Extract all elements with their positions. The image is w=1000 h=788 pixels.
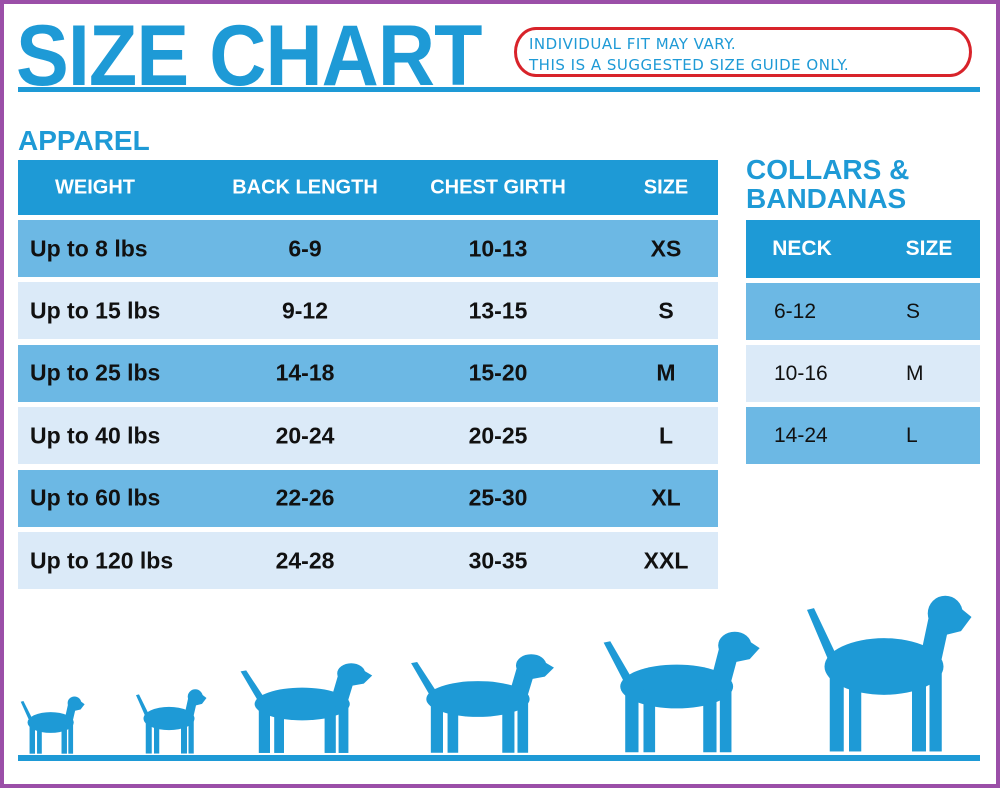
fit-notice: INDIVIDUAL FIT MAY VARY. THIS IS A SUGGE… [514, 27, 972, 77]
table-header: WEIGHT BACK LENGTH CHEST GIRTH SIZE [18, 160, 718, 215]
table-cell: BACK LENGTH [232, 176, 378, 198]
table-cell: 20-25 [468, 422, 528, 449]
table-cell: Up to 60 lbs [30, 484, 161, 511]
table-row: Up to 25 lbs 14-18 15-20 M [18, 344, 718, 402]
table-cell: L [906, 423, 918, 447]
table-cell: SIZE [905, 237, 953, 260]
table-cell: Up to 8 lbs [30, 235, 148, 261]
table-cell: 10-16 [774, 361, 828, 385]
table-cell: 22-26 [275, 484, 335, 511]
title-underline [18, 87, 980, 92]
table-cell: 9-12 [281, 297, 329, 324]
table-row: Up to 15 lbs 9-12 13-15 S [18, 282, 718, 340]
notice-line: THIS IS A SUGGESTED SIZE GUIDE ONLY. [529, 56, 850, 74]
table-cell: 14-24 [774, 423, 828, 447]
table-cell: XL [651, 484, 681, 511]
table-header: NECK SIZE [746, 220, 980, 278]
table-cell: 20-24 [275, 422, 335, 449]
table-row: Up to 60 lbs 22-26 25-30 XL [18, 469, 718, 527]
collars-heading-line: BANDANAS [746, 183, 907, 214]
table-cell: 13-15 [468, 297, 528, 324]
table-cell: M [906, 361, 924, 385]
table-cell: SIZE [643, 176, 689, 198]
collars-heading: COLLARS & BANDANAS [746, 155, 909, 213]
table-cell: 6-9 [288, 235, 322, 261]
table-cell: L [658, 422, 674, 449]
table-cell: XXL [643, 547, 689, 573]
notice-line: INDIVIDUAL FIT MAY VARY. [529, 35, 737, 53]
collars-heading-line: COLLARS & [746, 154, 910, 185]
table-row: 10-16 M [746, 345, 980, 402]
table-cell: 14-18 [275, 359, 335, 386]
table-cell: Up to 15 lbs [30, 297, 161, 324]
table-row: Up to 40 lbs 20-24 20-25 L [18, 407, 718, 465]
table-cell: WEIGHT [55, 176, 135, 198]
dog-silhouette-icon [603, 631, 760, 753]
ground-line [18, 755, 980, 761]
table-cell: 30-35 [468, 547, 528, 573]
dog-silhouette-icon [136, 689, 207, 754]
table-row: 6-12 S [746, 283, 980, 340]
table-row: Up to 120 lbs 24-28 30-35 XXL [18, 532, 718, 589]
table-row: 14-24 L [746, 407, 980, 464]
dog-silhouette-icon [240, 663, 373, 753]
apparel-heading: APPAREL [18, 125, 150, 156]
table-cell: Up to 120 lbs [30, 547, 174, 573]
table-cell: M [656, 359, 676, 386]
table-cell: NECK [772, 237, 832, 260]
dog-silhouette-icon [20, 696, 85, 754]
table-cell: 24-28 [275, 547, 335, 573]
table-cell: 6-12 [774, 299, 817, 323]
table-row: Up to 8 lbs 6-9 10-13 XS [18, 220, 718, 277]
table-cell: S [658, 297, 674, 324]
table-cell: Up to 40 lbs [30, 422, 161, 449]
table-cell: 10-13 [468, 235, 528, 261]
table-cell: CHEST GIRTH [430, 176, 566, 198]
dog-silhouette-icon [807, 595, 972, 752]
dog-silhouettes [20, 595, 972, 754]
table-cell: 25-30 [468, 484, 528, 511]
table-cell: S [906, 299, 921, 323]
dog-silhouette-icon [411, 654, 554, 753]
table-cell: Up to 25 lbs [30, 359, 161, 386]
page-title: SIZE CHART [16, 8, 482, 104]
table-cell: 15-20 [468, 359, 528, 386]
table-cell: XS [650, 235, 682, 261]
